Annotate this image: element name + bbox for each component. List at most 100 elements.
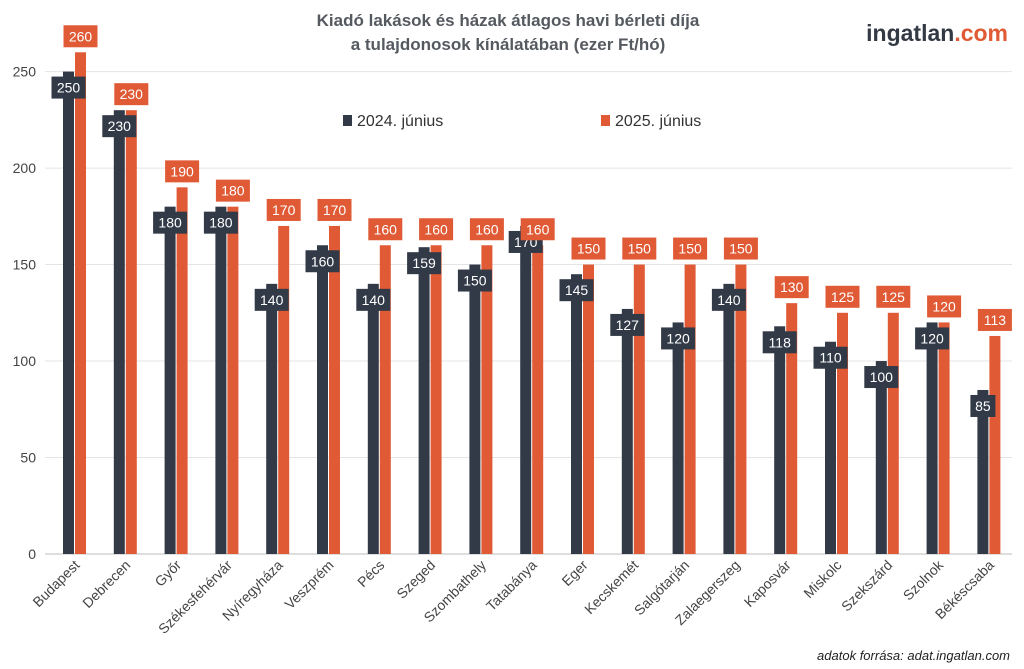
data-label: 150 [723,237,758,260]
data-label: 230 [114,83,149,106]
bar-2024 [63,71,74,554]
data-label-box [153,211,188,234]
data-label-box [661,327,696,350]
data-label: 150 [571,237,606,260]
data-label-box [457,269,492,292]
data-label: 113 [977,308,1012,331]
bar-2025 [684,264,696,554]
legend-item: 2024. június [343,113,443,130]
data-label-box [368,218,403,241]
data-label-box [407,252,442,275]
y-tick-label: 50 [20,450,36,466]
data-label: 85 [970,394,996,417]
data-label-box [203,211,238,234]
data-label: 160 [469,218,504,241]
data-label-text: 150 [628,241,652,257]
x-category-label: Pécs [354,557,387,590]
data-label-text: 150 [729,241,753,257]
bar-2024 [672,322,684,554]
data-label-box [63,25,98,48]
bar-2025 [837,312,848,554]
bar-2024 [418,247,430,554]
data-label: 160 [419,218,454,241]
source-note: adatok forrása: adat.ingatlan.com [817,648,1010,663]
data-label: 160 [368,218,403,241]
legend-label: 2025. június [615,113,701,130]
data-label-text: 230 [120,86,144,102]
bar-2024 [977,389,989,554]
x-category-label: Budapest [29,557,82,610]
data-label-box [559,279,594,302]
bar-2025 [430,245,442,554]
data-label-text: 170 [323,202,347,218]
data-label: 230 [102,115,137,138]
bar-2024 [875,361,887,554]
data-label-text: 125 [882,289,906,305]
chart-title-line-2: a tulajdonosok kínálatában (ezer Ft/hó) [351,35,666,54]
data-label-text: 145 [565,282,589,298]
data-label: 120 [927,295,962,318]
bar-2024 [520,225,532,554]
data-label-box [977,308,1012,331]
data-label: 145 [559,279,594,302]
data-label: 140 [356,288,391,311]
data-label-text: 160 [526,221,550,237]
data-label: 120 [915,327,950,350]
data-label-text: 120 [920,330,944,346]
bar-2024 [571,274,582,554]
data-label-text: 150 [577,241,601,257]
data-label: 160 [305,250,340,273]
bar-2025 [583,264,594,554]
bar-2025 [379,245,391,554]
x-category-label: Szeged [393,557,438,602]
data-label: 140 [254,288,289,311]
bar-2025 [938,322,950,554]
y-axis-ticks: 0 50 100 150 200 250 [13,64,37,562]
data-label-text: 125 [831,289,855,305]
data-labels: 250 260 230 230 180 190 180 180 140 170 160 170 140 1… [51,25,1012,417]
data-label-box [215,179,250,202]
legend-item: 2025. június [601,113,701,130]
data-label: 160 [520,218,555,241]
data-label-text: 230 [108,118,132,134]
data-label-text: 160 [424,221,448,237]
data-label-box [305,250,340,273]
bar-2025 [633,264,645,554]
y-tick-label: 250 [13,64,37,80]
data-label-text: 110 [819,350,842,366]
bar-2024 [215,206,227,554]
bar-2024 [774,326,786,554]
data-label: 120 [661,327,696,350]
data-label-text: 120 [666,330,690,346]
x-category-label: Győr [151,557,184,590]
bar-2024 [113,110,125,554]
data-label-text: 180 [221,183,245,199]
chart-title-line-1: Kiadó lakások és házak átlagos havi bérl… [317,11,700,30]
data-label-box [813,346,848,369]
x-category-label: Eger [558,557,590,589]
data-label-box [317,198,352,221]
data-label-text: 180 [209,215,233,231]
data-label: 260 [63,25,98,48]
data-label-text: 140 [717,292,741,308]
data-label-box [876,285,911,308]
bar-2025 [532,245,544,554]
data-label-text: 140 [260,292,284,308]
bar-2025 [989,335,1001,554]
logo-main-text: ingatlan [866,20,954,46]
bar-2024 [367,283,379,554]
legend-swatch [343,115,352,126]
bar-2024 [723,283,735,554]
data-label-text: 113 [984,312,1007,328]
y-tick-label: 0 [28,546,36,562]
data-label-box [825,285,860,308]
data-label-box [520,218,555,241]
y-tick-label: 100 [13,353,37,369]
data-label-text: 159 [412,255,436,271]
data-label: 170 [317,198,352,221]
bar-2024 [469,264,481,554]
data-label-box [762,331,797,354]
legend: 2024. június 2025. június [343,113,701,130]
x-category-label: Tatabánya [483,557,540,614]
